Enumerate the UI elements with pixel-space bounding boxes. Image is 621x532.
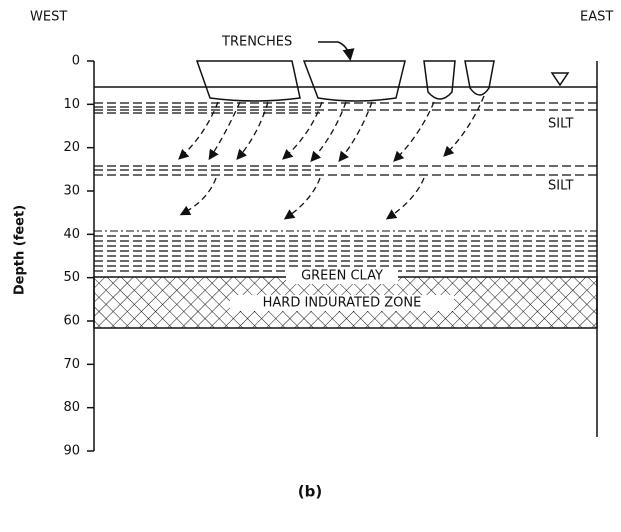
label-bg [286,268,398,284]
trenches [195,60,495,102]
label-bg [230,295,454,311]
silt-label: SILT [548,179,574,194]
tick-label: 20 [63,140,80,155]
section-frame [93,61,598,437]
west-label: WEST [30,10,67,25]
tick-label: 50 [63,270,80,285]
east-label: EAST [580,10,613,25]
water-table [550,72,570,87]
trench-pointer [318,41,355,61]
hard-zone-label: HARD INDURATED ZONE [263,296,422,311]
tick-label: 10 [63,97,80,112]
silt-label: SILT [548,117,574,132]
trenches-label: TRENCHES [221,35,292,50]
tick-label: 40 [63,227,80,242]
tick-label: 60 [63,314,80,329]
tick-label: 0 [72,54,80,69]
axis-label: Depth (feet) [13,205,28,295]
silt-lines [94,102,597,176]
clay-label: GREEN CLAY [301,269,383,284]
seepage-arrows [178,95,485,220]
tick-label: 80 [63,400,80,415]
caption: (b) [298,483,322,501]
clay-lines [94,230,597,272]
tick-label: 30 [63,184,80,199]
tick-label: 70 [63,357,80,372]
tick-label: 90 [63,444,80,459]
